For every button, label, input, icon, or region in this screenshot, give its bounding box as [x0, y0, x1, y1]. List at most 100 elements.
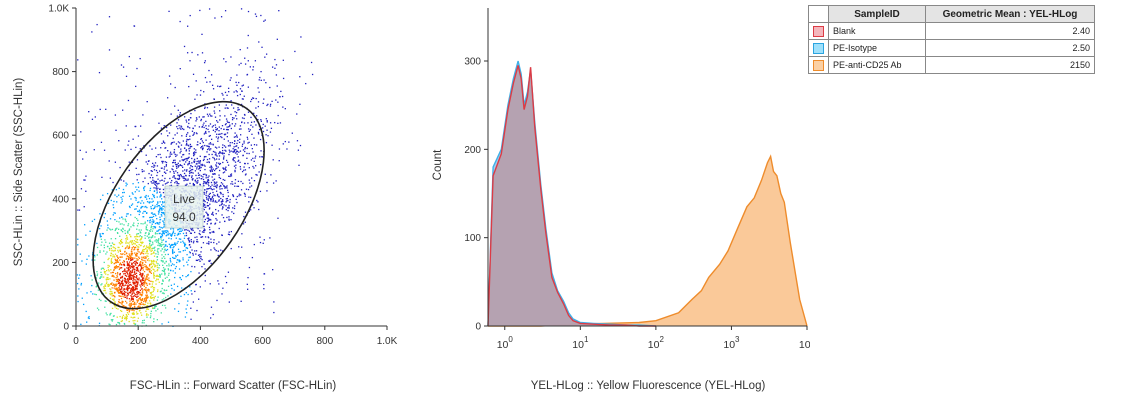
- sampleid-header[interactable]: SampleID: [828, 5, 926, 23]
- event-dot: [202, 147, 204, 149]
- event-dot: [230, 175, 233, 177]
- event-dot: [126, 312, 129, 314]
- event-dot: [152, 235, 154, 237]
- event-dot: [225, 128, 228, 131]
- table-row[interactable]: Blank 2.40: [808, 22, 1095, 40]
- event-dot: [131, 300, 134, 303]
- event-dot: [125, 247, 127, 249]
- event-dot: [187, 179, 189, 181]
- event-dot: [146, 297, 149, 299]
- event-dot: [119, 279, 121, 282]
- event-dot: [113, 255, 115, 257]
- event-dot: [121, 276, 123, 278]
- event-dot: [205, 120, 207, 123]
- event-dot: [215, 164, 217, 166]
- event-dot: [145, 257, 147, 259]
- event-dot: [143, 270, 146, 273]
- event-dot: [134, 286, 137, 288]
- event-dot: [153, 269, 155, 271]
- event-dot: [143, 170, 145, 172]
- event-dot: [209, 218, 211, 221]
- event-dot: [160, 245, 163, 248]
- table-row[interactable]: PE-anti-CD25 Ab 2150: [808, 56, 1095, 74]
- event-dot: [115, 287, 117, 289]
- event-dot: [210, 249, 212, 251]
- event-dot: [197, 181, 199, 183]
- event-dot: [125, 316, 128, 319]
- event-dot: [124, 296, 127, 299]
- event-dot: [211, 170, 213, 172]
- event-dot: [195, 132, 198, 134]
- event-dot: [179, 238, 182, 240]
- event-dot: [226, 107, 228, 109]
- event-dot: [184, 242, 186, 244]
- event-dot: [214, 151, 216, 153]
- event-dot: [121, 223, 123, 225]
- event-dot: [208, 260, 210, 262]
- event-dot: [265, 53, 268, 55]
- event-dot: [176, 154, 178, 156]
- event-dot: [134, 253, 137, 256]
- event-dot: [227, 191, 229, 194]
- event-dot: [135, 272, 138, 274]
- event-dot: [124, 280, 126, 283]
- event-dot: [151, 236, 153, 238]
- event-dot: [128, 287, 130, 290]
- event-dot: [183, 172, 186, 175]
- event-dot: [219, 221, 221, 223]
- event-dot: [113, 302, 116, 304]
- event-dot: [167, 295, 169, 297]
- live-gate-ellipse[interactable]: [59, 72, 299, 339]
- event-dot: [242, 149, 245, 151]
- event-dot: [155, 283, 157, 285]
- event-dot: [161, 230, 163, 232]
- event-dot: [210, 200, 212, 202]
- event-dot: [145, 301, 147, 303]
- event-dot: [168, 10, 170, 13]
- event-dot: [178, 302, 180, 305]
- event-dot: [125, 125, 127, 127]
- event-dot: [175, 237, 177, 239]
- event-dot: [228, 206, 230, 208]
- event-dot: [298, 164, 300, 166]
- event-dot: [117, 287, 120, 289]
- event-dot: [233, 91, 235, 93]
- event-dot: [156, 319, 159, 321]
- event-dot: [127, 230, 129, 232]
- geomean-header[interactable]: Geometric Mean : YEL-HLog: [925, 5, 1095, 23]
- event-dot: [229, 201, 231, 203]
- event-dot: [159, 232, 161, 235]
- event-dot: [142, 216, 145, 218]
- event-dot: [153, 164, 155, 166]
- event-dot: [210, 165, 212, 167]
- event-dot: [184, 244, 187, 246]
- event-dot: [148, 172, 150, 175]
- event-dot: [162, 220, 164, 222]
- event-dot: [175, 163, 177, 166]
- event-dot: [224, 179, 226, 181]
- event-dot: [126, 236, 128, 239]
- event-dot: [172, 176, 174, 178]
- event-dot: [152, 221, 155, 223]
- event-dot: [172, 228, 175, 230]
- event-dot: [119, 274, 121, 276]
- event-dot: [219, 188, 221, 190]
- event-dot: [164, 268, 166, 270]
- event-dot: [160, 156, 162, 159]
- table-row[interactable]: PE-Isotype 2.50: [808, 39, 1095, 57]
- event-dot: [139, 309, 141, 311]
- event-dot: [205, 177, 207, 179]
- event-dot: [197, 141, 199, 143]
- event-dot: [122, 301, 124, 304]
- event-dot: [252, 97, 254, 99]
- event-dot: [139, 244, 142, 247]
- event-dot: [213, 169, 216, 172]
- event-dot: [199, 233, 201, 236]
- event-dot: [135, 295, 137, 297]
- event-dot: [208, 146, 210, 148]
- event-dot: [230, 218, 232, 221]
- event-dot: [152, 213, 154, 215]
- event-dot: [203, 133, 206, 135]
- event-dot: [225, 118, 228, 120]
